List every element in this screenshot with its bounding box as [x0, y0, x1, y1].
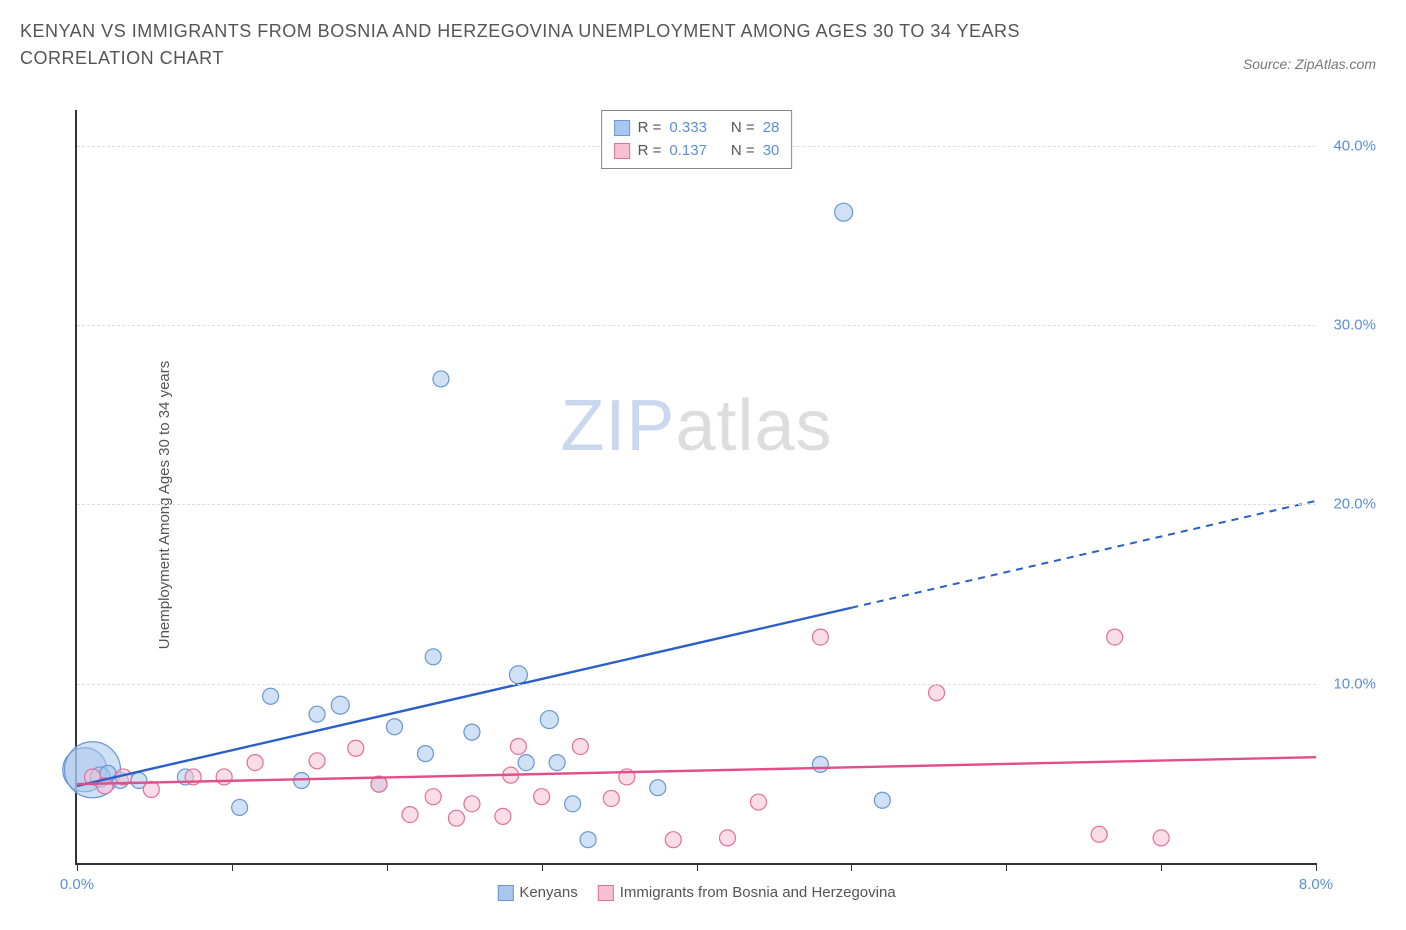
legend-label-kenyans: Kenyans: [519, 884, 577, 901]
data-point: [580, 832, 596, 848]
data-point: [448, 810, 464, 826]
xtick: [77, 863, 78, 871]
xtick: [697, 863, 698, 871]
xtick: [232, 863, 233, 871]
legend-item-kenyans: Kenyans: [497, 884, 577, 901]
xtick: [542, 863, 543, 871]
data-point: [534, 789, 550, 805]
legend-label-bosnia: Immigrants from Bosnia and Herzegovina: [620, 884, 896, 901]
legend-item-bosnia: Immigrants from Bosnia and Herzegovina: [598, 884, 896, 901]
data-point: [309, 706, 325, 722]
data-point: [309, 753, 325, 769]
gridline: [77, 325, 1316, 326]
data-point: [540, 711, 558, 729]
xtick-label: 0.0%: [60, 876, 94, 893]
legend-swatch-bosnia: [614, 143, 630, 159]
data-point: [143, 781, 159, 797]
xtick-label: 8.0%: [1299, 876, 1333, 893]
n-value-kenyans: 28: [763, 117, 780, 140]
data-point: [510, 738, 526, 754]
data-point: [929, 685, 945, 701]
data-point: [402, 807, 418, 823]
ytick-label: 30.0%: [1333, 317, 1376, 334]
data-point: [232, 799, 248, 815]
r-label: R =: [638, 117, 662, 140]
data-point: [425, 789, 441, 805]
data-point: [812, 756, 828, 772]
data-point: [509, 666, 527, 684]
plot-area: R = 0.333 N = 28 R = 0.137 N = 30 ZIPatl…: [75, 110, 1316, 865]
data-point: [565, 796, 581, 812]
data-point: [650, 780, 666, 796]
data-point: [386, 719, 402, 735]
xtick: [1316, 863, 1317, 871]
legend-swatch-kenyans: [614, 120, 630, 136]
gridline: [77, 684, 1316, 685]
data-point: [572, 738, 588, 754]
xtick: [851, 863, 852, 871]
data-point: [417, 746, 433, 762]
data-point: [1153, 830, 1169, 846]
data-point: [1107, 629, 1123, 645]
data-point: [812, 629, 828, 645]
trend-line: [77, 608, 851, 786]
data-point: [603, 790, 619, 806]
ytick-label: 20.0%: [1333, 496, 1376, 513]
xtick: [1006, 863, 1007, 871]
ytick-label: 40.0%: [1333, 137, 1376, 154]
legend-swatch-bosnia-icon: [598, 885, 614, 901]
gridline: [77, 504, 1316, 505]
data-point: [247, 755, 263, 771]
data-point: [874, 792, 890, 808]
data-point: [425, 649, 441, 665]
data-point: [495, 808, 511, 824]
data-point: [216, 769, 232, 785]
legend-series: Kenyans Immigrants from Bosnia and Herze…: [497, 884, 895, 901]
r-value-kenyans: 0.333: [669, 117, 707, 140]
data-point: [835, 203, 853, 221]
data-point: [348, 740, 364, 756]
data-point: [1091, 826, 1107, 842]
data-point: [263, 688, 279, 704]
r-value-bosnia: 0.137: [669, 140, 707, 163]
data-point: [464, 796, 480, 812]
chart-container: Unemployment Among Ages 30 to 34 years R…: [20, 100, 1386, 910]
n-label: N =: [731, 140, 755, 163]
data-point: [331, 696, 349, 714]
legend-correlation: R = 0.333 N = 28 R = 0.137 N = 30: [601, 110, 793, 169]
data-point: [518, 755, 534, 771]
data-point: [719, 830, 735, 846]
chart-title: KENYAN VS IMMIGRANTS FROM BOSNIA AND HER…: [20, 18, 1120, 72]
ytick-label: 10.0%: [1333, 675, 1376, 692]
source-label: Source: ZipAtlas.com: [1243, 56, 1376, 72]
legend-swatch-kenyans-icon: [497, 885, 513, 901]
n-label: N =: [731, 117, 755, 140]
xtick: [1161, 863, 1162, 871]
data-point: [665, 832, 681, 848]
data-point: [464, 724, 480, 740]
legend-row-kenyans: R = 0.333 N = 28: [614, 117, 780, 140]
data-point: [433, 371, 449, 387]
legend-row-bosnia: R = 0.137 N = 30: [614, 140, 780, 163]
scatter-plot: [77, 110, 1316, 863]
data-point: [750, 794, 766, 810]
n-value-bosnia: 30: [763, 140, 780, 163]
xtick: [387, 863, 388, 871]
trend-line-dashed: [851, 501, 1316, 608]
r-label: R =: [638, 140, 662, 163]
data-point: [549, 755, 565, 771]
